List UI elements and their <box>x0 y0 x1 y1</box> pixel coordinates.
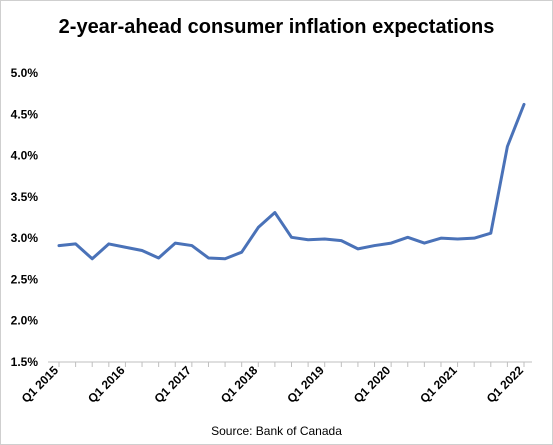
chart-title: 2-year-ahead consumer inflation expectat… <box>58 16 495 38</box>
chart-source: Source: Bank of Canada <box>211 424 342 438</box>
series-line <box>57 102 526 261</box>
y-tick-label: 2.5% <box>11 272 39 286</box>
y-tick-label: 3.5% <box>11 190 39 204</box>
x-tick-label: Q1 2019 <box>284 363 327 406</box>
y-tick-label: 2.0% <box>11 314 39 328</box>
y-tick-label: 5.0% <box>11 66 39 80</box>
x-tick-label: Q1 2018 <box>218 363 261 406</box>
x-tick-label: Q1 2017 <box>152 363 195 406</box>
y-tick-label: 1.5% <box>11 355 39 369</box>
y-tick-label: 3.0% <box>11 231 39 245</box>
x-tick-label: Q1 2021 <box>417 363 460 406</box>
x-tick-label: Q1 2015 <box>19 363 62 406</box>
y-tick-label: 4.0% <box>11 149 39 163</box>
x-tick-label: Q1 2022 <box>484 363 527 406</box>
y-tick-label: 4.5% <box>11 107 39 121</box>
x-tick-label: Q1 2020 <box>351 363 394 406</box>
x-tick-label: Q1 2016 <box>85 363 128 406</box>
